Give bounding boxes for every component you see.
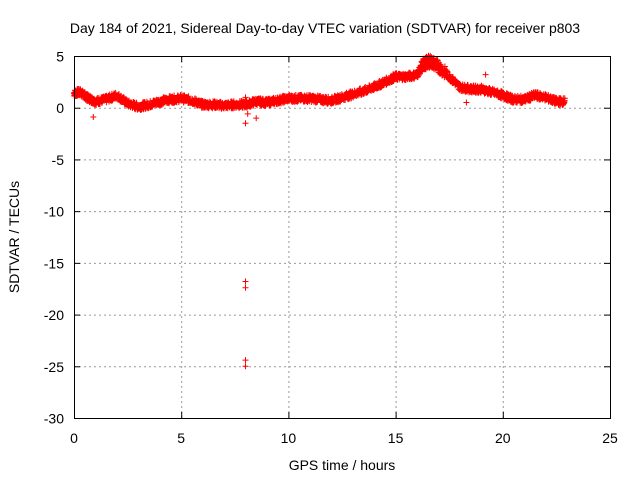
outlier-point — [253, 115, 260, 122]
data-point — [561, 95, 568, 102]
outlier-point — [242, 363, 249, 370]
x-tick-label: 0 — [70, 430, 78, 446]
outlier-point — [242, 120, 249, 127]
x-tick-label: 20 — [495, 430, 511, 446]
y-tick-label: -10 — [44, 204, 64, 220]
outlier-point — [482, 71, 489, 78]
y-tick-label: -20 — [44, 307, 64, 323]
grid — [74, 56, 610, 418]
y-tick-label: 5 — [56, 49, 64, 65]
y-tick-label: -15 — [44, 255, 64, 271]
data-points — [71, 52, 568, 370]
x-tick-label: 10 — [281, 430, 297, 446]
outlier-point — [242, 357, 249, 364]
y-tick-label: 0 — [56, 100, 64, 116]
y-tick-label: -5 — [52, 152, 65, 168]
x-tick-label: 15 — [388, 430, 404, 446]
y-tick-label: -25 — [44, 359, 64, 375]
x-tick-label: 25 — [602, 430, 618, 446]
y-axis-label: SDTVAR / TECUs — [6, 181, 22, 293]
outlier-point — [242, 94, 249, 101]
outlier-point — [463, 99, 470, 106]
data-point — [441, 63, 448, 70]
outlier-point — [90, 114, 97, 120]
x-tick-label: 5 — [177, 430, 185, 446]
outlier-point — [244, 110, 251, 117]
chart-title: Day 184 of 2021, Sidereal Day-to-day VTE… — [70, 20, 580, 36]
axis-ticks: 0 5 10 15 20 25 5 0 -5 -10 -15 -20 -25 -30 — [44, 49, 618, 447]
plot-frame — [74, 56, 611, 419]
outlier-point — [242, 284, 249, 291]
outlier-point — [242, 278, 249, 285]
x-axis-label: GPS time / hours — [289, 457, 396, 473]
y-tick-label: -30 — [44, 411, 64, 427]
